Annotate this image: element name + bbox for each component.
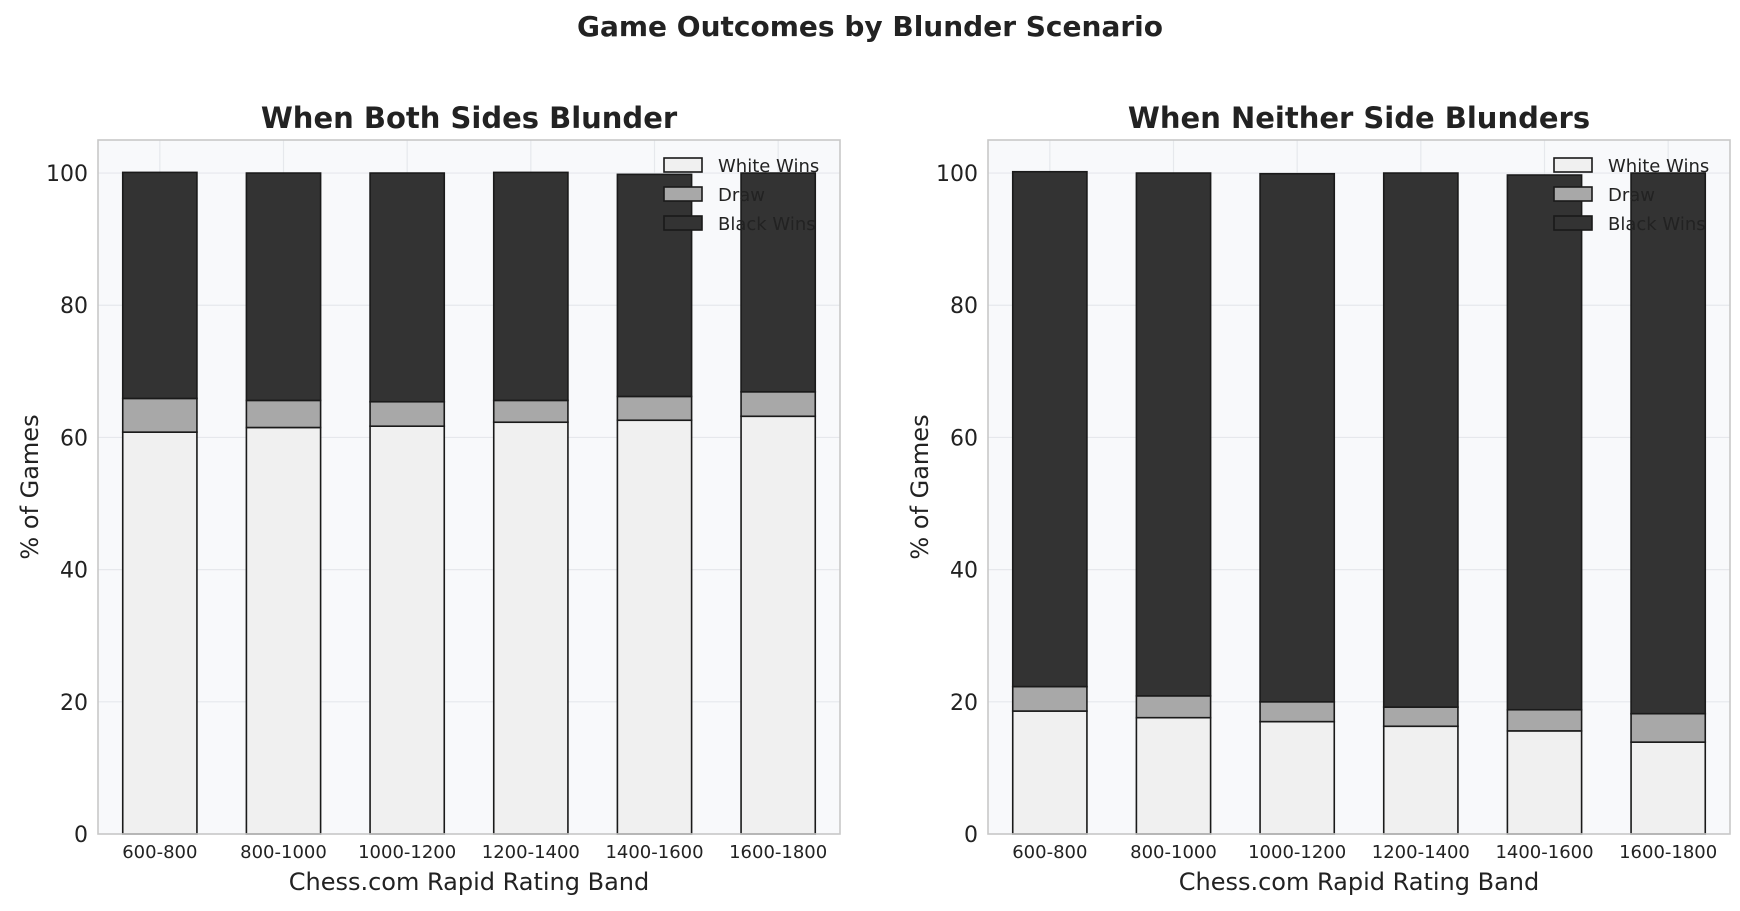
y-tick-label: 40 bbox=[60, 559, 88, 584]
legend-swatch-black-wins bbox=[1553, 215, 1593, 231]
bar-white-wins-600-800 bbox=[1011, 710, 1088, 835]
legend-label: White Wins bbox=[1608, 156, 1709, 177]
x-tick-label: 1200-1400 bbox=[482, 842, 580, 863]
legend-swatch-black-wins bbox=[663, 215, 703, 231]
bar-white-wins-1400-1600 bbox=[1506, 730, 1583, 835]
y-tick-label: 100 bbox=[46, 162, 88, 187]
x-tick-label: 1200-1400 bbox=[1372, 842, 1470, 863]
bar-white-wins-1000-1200 bbox=[369, 425, 446, 835]
x-tick-label: 800-1000 bbox=[1130, 842, 1217, 863]
subplot-title: When Both Sides Blunder bbox=[261, 101, 678, 135]
y-tick-label: 0 bbox=[74, 823, 88, 848]
bar-draw-800-1000 bbox=[245, 399, 322, 429]
bar-black-wins-800-1000 bbox=[245, 172, 322, 402]
y-tick-label: 80 bbox=[60, 294, 88, 319]
bar-black-wins-1600-1800 bbox=[740, 172, 817, 393]
legend-label: White Wins bbox=[718, 156, 819, 177]
bar-white-wins-800-1000 bbox=[245, 426, 322, 835]
legend-swatch-white-wins bbox=[663, 157, 703, 173]
bar-draw-1000-1200 bbox=[369, 400, 446, 427]
x-tick-label: 1600-1800 bbox=[1619, 842, 1717, 863]
y-tick-label: 0 bbox=[964, 823, 978, 848]
x-tick-label: 600-800 bbox=[122, 842, 197, 863]
bar-black-wins-1400-1600 bbox=[1506, 174, 1583, 711]
bar-white-wins-1000-1200 bbox=[1259, 720, 1336, 835]
bar-draw-1200-1400 bbox=[1382, 706, 1459, 728]
bar-white-wins-800-1000 bbox=[1135, 716, 1212, 835]
x-tick-label: 800-1000 bbox=[240, 842, 327, 863]
y-tick-label: 100 bbox=[936, 162, 978, 187]
y-tick-label: 20 bbox=[950, 691, 978, 716]
legend-swatch-draw bbox=[1553, 186, 1593, 202]
bar-draw-1600-1800 bbox=[740, 391, 817, 418]
bar-draw-1200-1400 bbox=[492, 399, 569, 424]
bar-white-wins-1200-1400 bbox=[492, 421, 569, 835]
subplot-title: When Neither Side Blunders bbox=[1128, 101, 1590, 135]
plot-area bbox=[988, 140, 1730, 834]
legend: White Wins Draw Black Wins bbox=[1553, 156, 1709, 235]
bar-black-wins-1200-1400 bbox=[492, 171, 569, 402]
bar-white-wins-1600-1800 bbox=[1630, 741, 1707, 835]
bar-draw-600-800 bbox=[1011, 685, 1088, 712]
y-axis-label: % of Games bbox=[16, 414, 44, 559]
x-tick-label: 1000-1200 bbox=[1248, 842, 1346, 863]
y-tick-label: 60 bbox=[950, 426, 978, 451]
bar-draw-1400-1600 bbox=[1506, 708, 1583, 732]
bar-black-wins-1200-1400 bbox=[1382, 172, 1459, 708]
y-tick-label: 40 bbox=[950, 559, 978, 584]
bar-draw-1600-1800 bbox=[1630, 712, 1707, 743]
bar-black-wins-1400-1600 bbox=[616, 173, 693, 398]
legend-swatch-draw bbox=[663, 186, 703, 202]
bar-white-wins-1400-1600 bbox=[616, 419, 693, 835]
y-tick-label: 60 bbox=[60, 426, 88, 451]
y-tick-label: 20 bbox=[60, 691, 88, 716]
legend: White Wins Draw Black Wins bbox=[663, 156, 819, 235]
legend-label: Black Wins bbox=[1608, 214, 1706, 235]
bar-draw-1400-1600 bbox=[616, 395, 693, 422]
x-tick-label: 600-800 bbox=[1012, 842, 1087, 863]
y-tick-label: 80 bbox=[950, 294, 978, 319]
bar-draw-1000-1200 bbox=[1259, 701, 1336, 723]
subplot-2: 0 20 40 60 80 100 600-800 800-1000 1000-1200 1200… bbox=[906, 101, 1731, 896]
plot-frame bbox=[97, 139, 841, 835]
legend-swatch-white-wins bbox=[1553, 157, 1593, 173]
bar-black-wins-800-1000 bbox=[1135, 172, 1212, 697]
y-axis-label: % of Games bbox=[906, 414, 934, 559]
bar-black-wins-1000-1200 bbox=[1259, 172, 1336, 703]
x-tick-label: 1400-1600 bbox=[605, 842, 703, 863]
bar-black-wins-600-800 bbox=[121, 171, 198, 400]
bar-black-wins-1600-1800 bbox=[1630, 172, 1707, 715]
legend-label: Black Wins bbox=[718, 214, 816, 235]
legend-label: Draw bbox=[1608, 185, 1655, 206]
bar-white-wins-1200-1400 bbox=[1382, 725, 1459, 835]
x-tick-label: 1400-1600 bbox=[1495, 842, 1593, 863]
legend-label: Draw bbox=[718, 185, 765, 206]
subplot-1: 0 20 40 60 80 100 600-800 800-1000 1000-1200 1200… bbox=[16, 101, 841, 896]
plot-area bbox=[98, 140, 840, 834]
bar-black-wins-1000-1200 bbox=[369, 172, 446, 403]
bar-draw-600-800 bbox=[121, 397, 198, 433]
x-tick-label: 1600-1800 bbox=[729, 842, 827, 863]
x-axis-label: Chess.com Rapid Rating Band bbox=[1179, 868, 1540, 896]
x-tick-label: 1000-1200 bbox=[358, 842, 456, 863]
bar-white-wins-600-800 bbox=[121, 431, 198, 835]
bar-black-wins-600-800 bbox=[1011, 170, 1088, 688]
figure-title: Game Outcomes by Blunder Scenario bbox=[577, 10, 1163, 43]
bar-white-wins-1600-1800 bbox=[740, 415, 817, 835]
x-axis-label: Chess.com Rapid Rating Band bbox=[289, 868, 650, 896]
bar-draw-800-1000 bbox=[1135, 695, 1212, 719]
plot-frame bbox=[987, 139, 1731, 835]
